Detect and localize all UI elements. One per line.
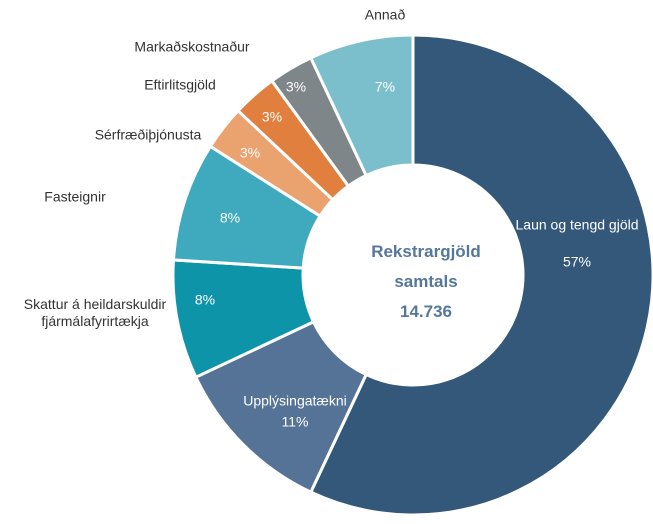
value-label: 3% xyxy=(239,144,261,161)
value-label: 7% xyxy=(374,78,396,95)
value-label: 11% xyxy=(281,413,309,430)
center-line: Rekstrargjöld xyxy=(371,242,481,261)
center-line: 14.736 xyxy=(400,302,452,321)
value-label: 8% xyxy=(219,209,241,226)
category-label: Eftirlitsgjöld xyxy=(144,76,216,93)
category-label: Annað xyxy=(364,6,406,23)
value-label: 3% xyxy=(261,108,283,125)
value-label: 57% xyxy=(562,253,592,270)
center-line: samtals xyxy=(394,272,458,291)
category-label: Laun og tengd gjöld xyxy=(515,216,639,233)
value-label: 8% xyxy=(194,291,216,308)
donut-segment xyxy=(308,33,415,178)
donut-segment xyxy=(308,33,653,517)
category-label: Sérfræðiþjónusta xyxy=(94,126,202,143)
category-label: Fasteignir xyxy=(44,188,106,205)
category-label: Upplýsingatækni xyxy=(243,392,347,409)
center-label: Rekstrargjöld samtals 14.736 xyxy=(351,237,501,327)
category-label: Skattur á heildarskuldir fjármálafyrirtæ… xyxy=(23,296,167,329)
category-label: Markaðskostnaður xyxy=(134,38,250,55)
value-label: 3% xyxy=(285,78,307,95)
